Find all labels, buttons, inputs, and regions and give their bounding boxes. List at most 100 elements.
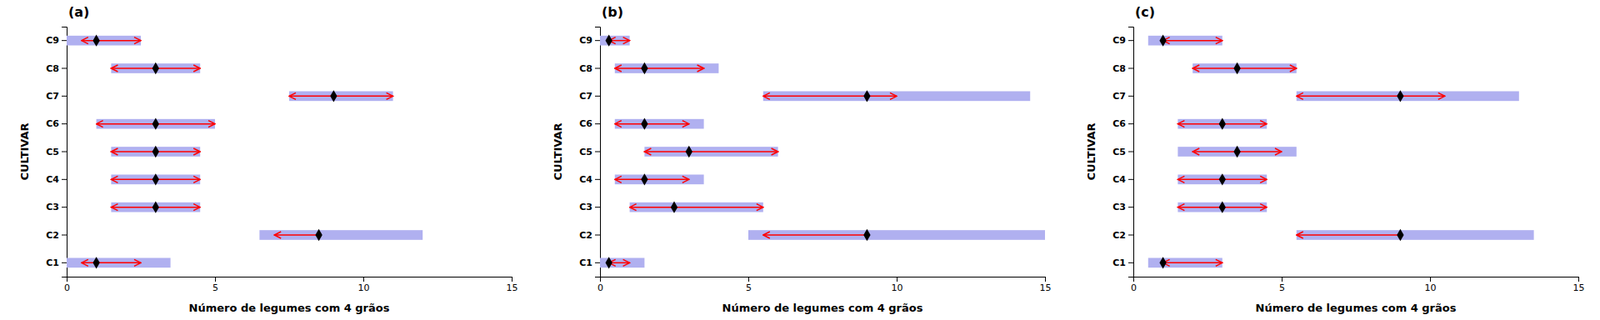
ci-bar [66, 35, 141, 46]
tick-mark [61, 151, 67, 153]
y-axis-title: CULTIVAR [551, 122, 565, 180]
tick-label: C5 [1112, 146, 1126, 158]
tick-mark [748, 276, 750, 282]
y-tick: C1 [1112, 257, 1134, 269]
y-tick: C3 [579, 201, 600, 213]
ci-bar [1192, 63, 1297, 74]
tick-label: C8 [579, 63, 593, 75]
panel: 051015C9C8C7C6C5C4C3C2C1(c)Número de leg… [1085, 4, 1585, 315]
mean-marker [605, 256, 613, 269]
panel-label: (b) [601, 4, 624, 20]
ci-bar [1148, 35, 1223, 46]
ci-bars [600, 35, 1045, 268]
y-tick: C7 [45, 90, 67, 102]
tick-mark [595, 95, 600, 97]
tick-label: C9 [579, 35, 593, 46]
arrow [81, 40, 141, 42]
tick-mark [595, 235, 600, 236]
tick-mark [1128, 95, 1134, 97]
axis-line [1128, 27, 1135, 278]
tick-mark [896, 276, 898, 282]
tick-label: 5 [745, 282, 752, 294]
y-tick: C2 [579, 230, 600, 241]
ci-bar [630, 202, 764, 213]
tick-label: C4 [579, 174, 593, 185]
y-tick: C6 [45, 118, 67, 130]
tick-mark [61, 262, 67, 264]
arrow [644, 150, 778, 153]
plot-area [600, 34, 1045, 269]
y-tick: C3 [45, 201, 67, 213]
y-tick: C4 [579, 174, 600, 185]
arrow [1296, 95, 1445, 98]
tick-label: 10 [891, 282, 904, 294]
tick-mark [1128, 68, 1134, 70]
means [605, 34, 871, 269]
x-axis-title: Número de legumes com 4 grãos [1255, 301, 1457, 315]
tick-mark [1430, 276, 1431, 282]
x-tick: 5 [1279, 276, 1285, 294]
arrow [81, 262, 141, 265]
mean-marker [863, 229, 870, 241]
y-axis: C9C8C7C6C5C4C3C2C1 [1112, 27, 1134, 278]
mean-marker [92, 256, 100, 269]
tick-mark [1128, 206, 1134, 208]
tick-mark [61, 40, 67, 41]
tick-mark [1128, 262, 1134, 264]
arrow [763, 234, 868, 236]
tick-mark [61, 179, 67, 180]
tick-mark [595, 151, 600, 153]
x-tick: 15 [1040, 276, 1052, 294]
tick-mark [61, 235, 67, 236]
y-tick: C3 [1112, 201, 1134, 213]
arrow [289, 95, 394, 98]
tick-mark [1128, 40, 1134, 41]
tick-mark [595, 179, 600, 180]
mean-marker [152, 117, 160, 130]
tick-label: C3 [579, 201, 593, 213]
x-tick: 10 [1425, 276, 1437, 294]
tick-label: C1 [45, 257, 60, 269]
ci-bar [615, 63, 720, 74]
tick-mark [61, 206, 67, 208]
tick-mark [1045, 276, 1046, 282]
tick-mark [595, 206, 600, 208]
axis-line [61, 27, 68, 278]
tick-label: C1 [1112, 257, 1126, 269]
mean-marker [152, 200, 160, 213]
tick-mark [595, 123, 600, 125]
tick-label: C2 [45, 230, 60, 241]
y-tick: C9 [1112, 35, 1134, 46]
tick-label: 15 [506, 282, 519, 294]
ci-bar [600, 35, 630, 46]
tick-label: C6 [45, 118, 60, 130]
y-tick: C8 [45, 63, 67, 75]
tick-label: 5 [212, 282, 219, 294]
arrow [1163, 40, 1223, 42]
ci-bar [615, 175, 705, 185]
ci-bar [748, 230, 1045, 240]
mean-marker [1219, 200, 1226, 213]
tick-label: C2 [1112, 230, 1126, 241]
y-tick: C2 [1112, 230, 1134, 241]
tick-mark [1128, 179, 1134, 180]
ci-bar [259, 230, 423, 240]
mean-marker [1159, 256, 1166, 269]
y-axis-title: CULTIVAR [18, 122, 31, 180]
tick-mark [1281, 276, 1283, 282]
tick-mark [595, 262, 600, 264]
y-tick: C8 [579, 63, 600, 75]
x-tick: 5 [745, 276, 752, 294]
x-axis: 051015 [1130, 276, 1585, 294]
mean-marker [1219, 173, 1226, 185]
arrow [615, 67, 705, 70]
mean-marker [1159, 34, 1166, 46]
mean-marker [1219, 117, 1226, 130]
x-tick: 15 [506, 276, 519, 294]
tick-label: C4 [45, 174, 60, 185]
y-tick: C8 [1112, 63, 1134, 75]
y-axis-title: CULTIVAR [1085, 122, 1098, 180]
y-tick: C6 [579, 118, 600, 130]
arrows [1163, 40, 1445, 264]
tick-label: 0 [64, 282, 70, 294]
